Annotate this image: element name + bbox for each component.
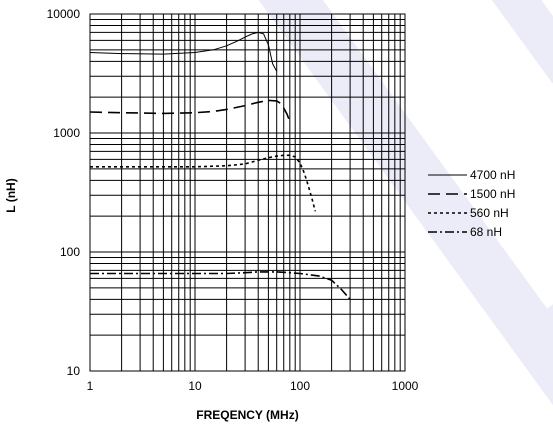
- tick-labels: 1 10 100 1000 10 100 1000 10000: [47, 7, 419, 393]
- x-tick-label: 1000: [392, 379, 419, 393]
- x-axis-title: FREQENCY (MHz): [196, 408, 298, 422]
- legend-label: 68 nH: [470, 225, 502, 239]
- x-tick-label: 100: [290, 379, 310, 393]
- series-line: [90, 271, 351, 300]
- legend-label: 4700 nH: [470, 168, 515, 182]
- y-axis-title: L (nH): [4, 178, 18, 212]
- series-line: [89, 99, 291, 122]
- legend-label: 1500 nH: [470, 187, 515, 201]
- series-line: [90, 154, 317, 212]
- legend-label: 560 nH: [470, 206, 509, 220]
- plot-area-frame: [89, 13, 406, 372]
- grid: [89, 14, 405, 372]
- legend: 4700 nH 1500 nH 560 nH 68 nH: [428, 168, 515, 239]
- x-tick-label: 1: [87, 379, 94, 393]
- x-tick-label: 10: [188, 379, 202, 393]
- y-tick-label: 10000: [47, 7, 81, 21]
- y-tick-label: 100: [60, 245, 80, 259]
- y-tick-label: 10: [67, 364, 81, 378]
- plot-series: [89, 31, 351, 300]
- series-line: [89, 31, 278, 72]
- y-tick-label: 1000: [53, 126, 80, 140]
